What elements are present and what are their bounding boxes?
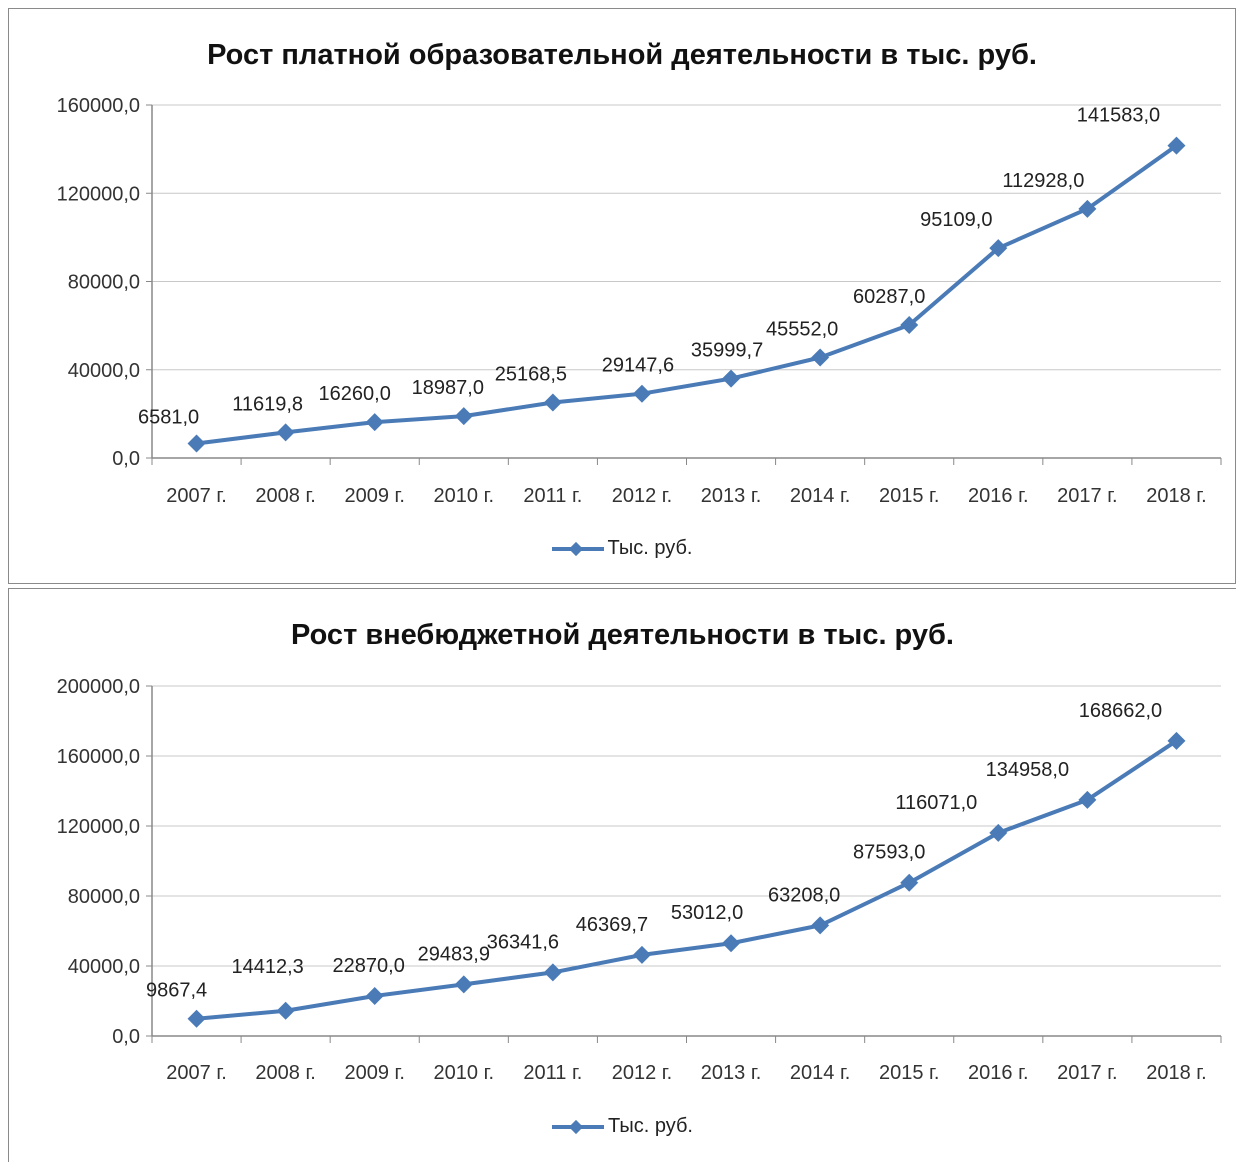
x-tick-label: 2018 г. <box>1146 485 1206 507</box>
data-point-marker <box>811 348 830 367</box>
y-tick-label: 0,0 <box>112 1026 140 1048</box>
data-point-marker <box>276 1001 295 1020</box>
x-tick-label: 2009 г. <box>344 1062 404 1084</box>
data-point-marker <box>989 239 1008 258</box>
y-tick-label: 0,0 <box>112 448 140 470</box>
x-tick-label: 2015 г. <box>879 1062 939 1084</box>
chart-title: Рост платной образовательной деятельност… <box>207 39 1037 71</box>
data-point-marker <box>632 945 651 964</box>
x-tick-label: 2013 г. <box>701 1062 761 1084</box>
x-tick-label: 2010 г. <box>434 1062 494 1084</box>
data-point-marker <box>365 413 384 432</box>
y-tick-label: 120000,0 <box>57 183 140 205</box>
x-tick-label: 2011 г. <box>523 485 582 507</box>
x-tick-label: 2017 г. <box>1057 485 1117 507</box>
x-tick-label: 2008 г. <box>255 485 315 507</box>
y-tick-label: 80000,0 <box>68 272 140 294</box>
line-chart-extrabudgetary: 0,0 40000,0 80000,0 120000,0 160000,0 200000,… <box>57 676 1222 1084</box>
data-label: 29147,6 <box>602 355 674 377</box>
data-label: 6581,0 <box>138 406 199 428</box>
data-label: 87593,0 <box>853 842 925 864</box>
data-label: 16260,0 <box>319 383 391 405</box>
data-point-marker <box>365 986 384 1005</box>
data-point-marker <box>454 975 473 994</box>
data-label: 14412,3 <box>231 956 303 978</box>
data-label: 46369,7 <box>576 914 648 936</box>
x-tick-label: 2017 г. <box>1057 1062 1117 1084</box>
chart-panel-extrabudgetary: Рост внебюджетной деятельности в тыс. ру… <box>8 588 1236 1162</box>
data-point-marker <box>900 873 919 892</box>
series-line <box>196 144 1178 446</box>
y-tick-label: 160000,0 <box>57 95 140 117</box>
data-label: 168662,0 <box>1079 700 1162 722</box>
data-point-marker <box>1078 199 1097 218</box>
x-tick-label: 2007 г. <box>166 1062 226 1084</box>
data-label: 112928,0 <box>1002 170 1084 192</box>
data-point-marker <box>187 434 206 453</box>
y-tick-label: 200000,0 <box>57 676 140 698</box>
legend-label: Тыс. руб. <box>608 1115 693 1138</box>
x-tick-label: 2012 г. <box>612 485 672 507</box>
x-tick-label: 2015 г. <box>879 485 939 507</box>
data-label: 134958,0 <box>986 759 1069 781</box>
x-tick-label: 2014 г. <box>790 1062 850 1084</box>
legend-line-diamond-icon <box>552 1120 605 1134</box>
x-tick-label: 2018 г. <box>1146 1062 1206 1084</box>
y-tick-label: 40000,0 <box>68 956 140 978</box>
data-label: 60287,0 <box>853 286 925 308</box>
data-label: 35999,7 <box>691 340 763 362</box>
data-point-marker <box>276 423 295 442</box>
y-tick-label: 120000,0 <box>57 816 140 838</box>
x-tick-label: 2016 г. <box>968 485 1028 507</box>
data-label: 95109,0 <box>920 209 992 231</box>
x-tick-label: 2011 г. <box>523 1062 582 1084</box>
data-point-marker <box>1167 731 1186 750</box>
data-label: 18987,0 <box>412 377 484 399</box>
chart-title: Рост внебюджетной деятельности в тыс. ру… <box>290 619 954 651</box>
data-point-marker <box>454 407 473 426</box>
legend-line-diamond-icon <box>551 542 604 556</box>
data-label: 36341,6 <box>487 931 559 953</box>
data-label: 53012,0 <box>671 902 743 924</box>
data-point-marker <box>722 934 741 953</box>
data-label: 25168,5 <box>495 363 567 385</box>
y-tick-label: 40000,0 <box>68 360 140 382</box>
data-label: 116071,0 <box>895 792 977 814</box>
x-tick-label: 2013 г. <box>701 485 761 507</box>
line-chart-paid-education: 0,0 40000,0 80000,0 120000,0 160000,0 2007 г.… <box>57 95 1222 507</box>
legend-label: Тыс. руб. <box>607 537 693 560</box>
x-tick-label: 2012 г. <box>612 1062 672 1084</box>
data-point-marker <box>900 315 919 334</box>
data-point-marker <box>632 384 651 403</box>
x-tick-label: 2008 г. <box>255 1062 315 1084</box>
data-point-marker <box>543 393 562 412</box>
chart-legend: Тыс. руб. <box>9 1115 1236 1138</box>
data-point-marker <box>811 916 830 935</box>
chart-legend: Тыс. руб. <box>9 537 1235 560</box>
data-point-marker <box>1078 790 1097 809</box>
data-label: 141583,0 <box>1077 105 1160 127</box>
data-label: 29483,9 <box>418 943 490 965</box>
data-point-marker <box>187 1009 206 1028</box>
x-tick-label: 2016 г. <box>968 1062 1028 1084</box>
data-label: 45552,0 <box>766 319 838 341</box>
x-tick-label: 2007 г. <box>166 485 226 507</box>
series-line <box>196 739 1178 1021</box>
x-tick-label: 2010 г. <box>434 485 494 507</box>
data-label: 11619,8 <box>232 393 303 415</box>
data-label: 63208,0 <box>768 884 840 906</box>
data-label: 22870,0 <box>333 955 405 977</box>
chart-panel-paid-education: Рост платной образовательной деятельност… <box>8 8 1236 584</box>
data-point-marker <box>989 823 1008 842</box>
data-point-marker <box>1167 136 1186 155</box>
x-tick-label: 2014 г. <box>790 485 850 507</box>
data-point-marker <box>543 963 562 982</box>
y-tick-label: 80000,0 <box>68 886 140 908</box>
y-tick-label: 160000,0 <box>57 746 140 768</box>
x-tick-label: 2009 г. <box>344 485 404 507</box>
data-label: 9867,4 <box>146 980 207 1002</box>
data-point-marker <box>722 369 741 388</box>
